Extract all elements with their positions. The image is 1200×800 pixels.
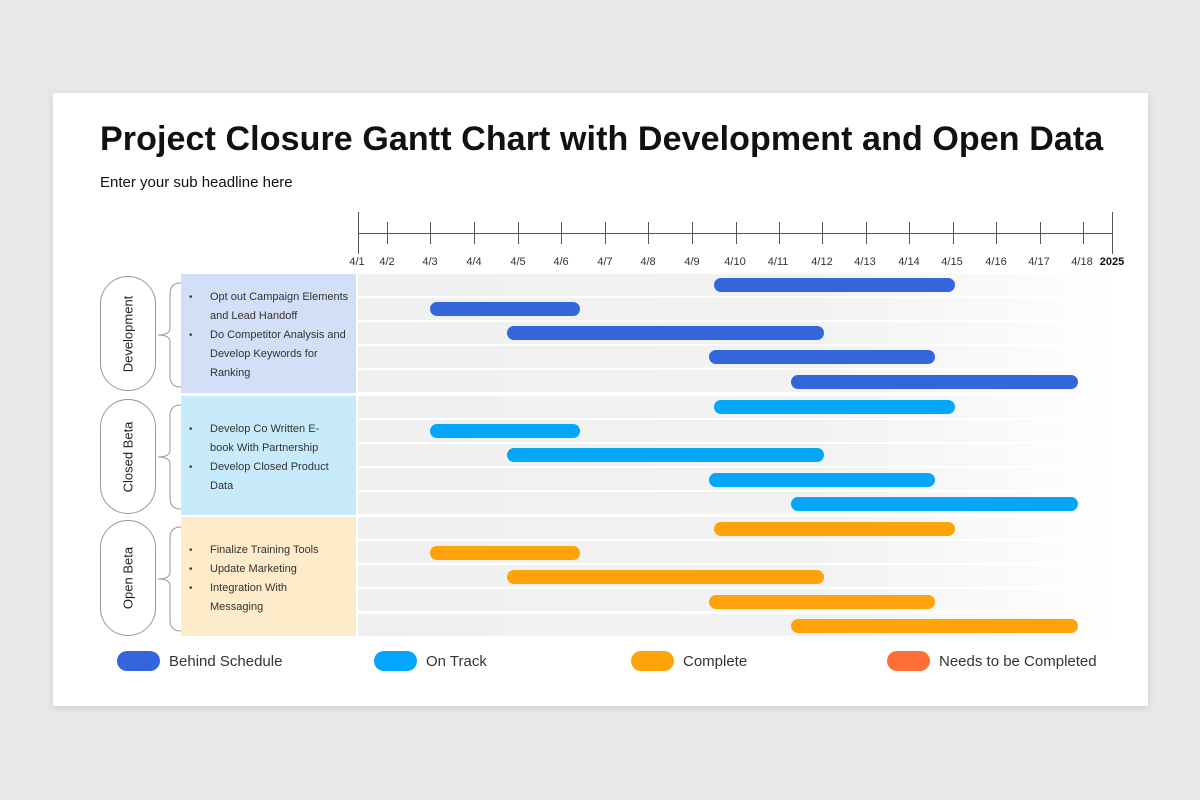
gantt-bar[interactable]	[714, 400, 955, 414]
task-list: Opt out Campaign Elements and Lead Hando…	[189, 288, 349, 383]
legend-item-complete: Complete	[631, 651, 747, 671]
task-item: Do Competitor Analysis and Develop Keywo…	[189, 326, 349, 383]
gantt-bar[interactable]	[709, 350, 935, 364]
legend-label: Needs to be Completed	[939, 652, 1097, 670]
task-item: Develop Closed Product Data	[189, 458, 339, 496]
group-label-text: Closed Beta	[120, 421, 136, 492]
gantt-bar[interactable]	[791, 375, 1078, 389]
legend-swatch	[631, 651, 674, 671]
task-item: Opt out Campaign Elements and Lead Hando…	[189, 288, 349, 326]
legend-swatch	[117, 651, 160, 671]
page-title: Project Closure Gantt Chart with Develop…	[100, 120, 1104, 158]
gantt-bar[interactable]	[714, 278, 955, 292]
gantt-bar[interactable]	[507, 448, 824, 462]
task-item: Integration With Messaging	[189, 579, 339, 617]
group-label-open-beta: Open Beta	[100, 520, 156, 636]
gantt-bar[interactable]	[430, 546, 580, 560]
legend-label: On Track	[426, 652, 487, 670]
task-list: Develop Co Written E-book With Partnersh…	[189, 420, 339, 496]
gantt-bar[interactable]	[430, 424, 580, 438]
task-item: Update Marketing	[189, 560, 339, 579]
gantt-bar[interactable]	[507, 326, 824, 340]
gantt-bar[interactable]	[709, 473, 935, 487]
gantt-bar[interactable]	[507, 570, 824, 584]
gantt-bar[interactable]	[791, 497, 1078, 511]
task-item: Develop Co Written E-book With Partnersh…	[189, 420, 339, 458]
legend-label: Complete	[683, 652, 748, 670]
group-label-development: Development	[100, 276, 156, 391]
group-label-text: Open Beta	[120, 546, 136, 610]
task-panel-open-beta: Finalize Training Tools Update Marketing…	[181, 517, 356, 636]
task-panel-closed-beta: Develop Co Written E-book With Partnersh…	[181, 396, 356, 515]
legend-item-behind-schedule: Behind Schedule	[117, 651, 282, 671]
group-label-closed-beta: Closed Beta	[100, 399, 156, 514]
brace-icon	[157, 404, 182, 510]
task-panel-development: Opt out Campaign Elements and Lead Hando…	[181, 274, 356, 393]
brace-icon	[157, 526, 182, 632]
gantt-bar[interactable]	[791, 619, 1078, 633]
legend-item-on-track: On Track	[374, 651, 487, 671]
legend-swatch	[374, 651, 417, 671]
gantt-bar[interactable]	[709, 595, 935, 609]
task-list: Finalize Training Tools Update Marketing…	[189, 541, 339, 617]
legend-label: Behind Schedule	[169, 652, 283, 670]
page-subtitle: Enter your sub headline here	[100, 174, 293, 191]
group-label-text: Development	[120, 295, 136, 372]
brace-icon	[157, 282, 182, 388]
legend-swatch	[887, 651, 930, 671]
task-item: Finalize Training Tools	[189, 541, 339, 560]
gantt-bar[interactable]	[714, 522, 955, 536]
legend-item-needs-completion: Needs to be Completed	[887, 651, 1097, 671]
gantt-bar[interactable]	[430, 302, 580, 316]
